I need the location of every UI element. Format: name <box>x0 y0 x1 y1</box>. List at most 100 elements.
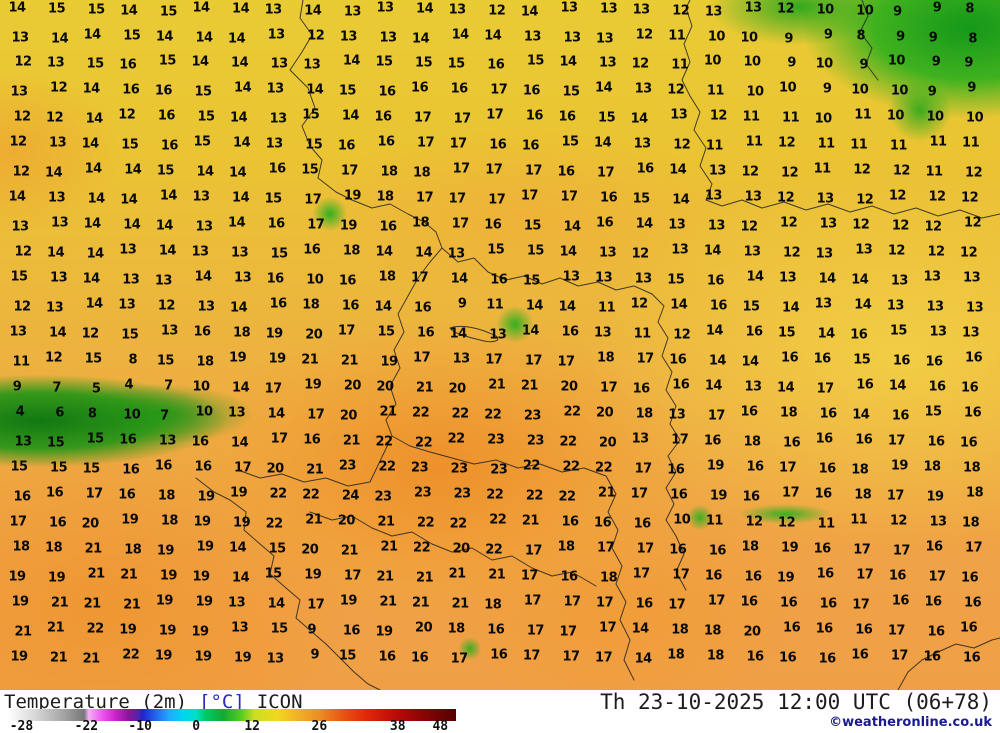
temp-value: 13 <box>744 0 762 16</box>
temp-value: 15 <box>487 242 505 258</box>
temp-value: 13 <box>890 273 909 289</box>
temp-value: 13 <box>600 1 618 17</box>
temp-value: 20 <box>448 381 467 397</box>
temp-value: 15 <box>197 109 215 125</box>
temp-value: 14 <box>341 108 360 124</box>
temp-value: 13 <box>929 514 947 530</box>
temp-value: 17 <box>816 381 835 397</box>
temp-value: 22 <box>122 647 140 663</box>
temp-value: 17 <box>563 594 581 610</box>
temp-value: 19 <box>709 488 728 504</box>
temp-value: 13 <box>270 56 289 72</box>
temp-value: 13 <box>49 135 67 151</box>
temp-value: 13 <box>634 271 653 287</box>
temp-value: 14 <box>191 54 209 70</box>
temp-value: 16 <box>414 300 432 316</box>
temp-value: 13 <box>966 300 984 316</box>
temp-value: 17 <box>9 514 27 530</box>
temp-value: 12 <box>889 513 908 529</box>
temp-value: 16 <box>963 650 981 666</box>
temp-value: 12 <box>891 218 910 234</box>
temp-value: 16 <box>928 379 946 395</box>
temp-value: 16 <box>49 515 67 531</box>
temp-value: 18 <box>923 459 941 475</box>
temp-value: 19 <box>229 350 247 366</box>
temp-value: 19 <box>8 569 26 585</box>
temp-value: 13 <box>197 299 215 315</box>
temp-value: 14 <box>708 353 727 369</box>
temp-value: 19 <box>380 354 398 370</box>
temp-value: 22 <box>525 488 544 504</box>
temp-value: 11 <box>671 57 689 73</box>
border-line <box>237 435 393 487</box>
temp-value: 16 <box>745 324 763 340</box>
temp-value: 22 <box>484 407 502 423</box>
temp-value: 14 <box>228 215 246 231</box>
temp-value: 13 <box>815 246 834 262</box>
temp-value: 21 <box>306 462 324 478</box>
temp-value: 21 <box>376 569 394 585</box>
temp-value: 15 <box>270 246 289 262</box>
temp-value: 21 <box>87 566 106 582</box>
temp-value: 17 <box>632 566 651 582</box>
temp-value: 16 <box>746 649 764 665</box>
temp-value: 13 <box>929 324 947 340</box>
temp-value: 12 <box>9 134 27 150</box>
temp-value: 15 <box>268 541 287 557</box>
scale-tick-label: -10 <box>128 719 152 733</box>
temp-value: 5 <box>91 381 101 397</box>
temp-value: 16 <box>119 432 137 448</box>
temp-value: 14 <box>672 192 690 208</box>
border-line <box>897 637 1000 690</box>
temp-value: 16 <box>157 108 176 124</box>
border-line <box>309 511 597 587</box>
temp-value: 18 <box>780 405 798 421</box>
temp-value: 18 <box>413 165 431 181</box>
temp-value: 21 <box>416 570 434 586</box>
temp-value: 14 <box>449 326 468 342</box>
temp-value: 17 <box>449 136 468 152</box>
temp-value: 14 <box>87 191 106 207</box>
temp-value: 17 <box>452 161 471 177</box>
copyright: ©weatheronline.co.uk <box>829 715 992 730</box>
temp-value: 14 <box>51 31 69 47</box>
temp-value: 17 <box>636 541 655 557</box>
temp-value: 16 <box>160 138 179 154</box>
temp-value: 16 <box>814 486 833 502</box>
temp-value: 20 <box>339 408 358 424</box>
temp-value: 4 <box>124 377 134 393</box>
temp-value: 21 <box>488 567 506 583</box>
temp-value: 12 <box>673 137 691 153</box>
temp-value: 19 <box>230 485 248 501</box>
temp-value: 16 <box>892 353 911 369</box>
temp-value: 22 <box>486 487 504 503</box>
temp-value: 19 <box>339 218 358 234</box>
temperature-field <box>0 0 1000 690</box>
temp-value: 13 <box>962 325 980 341</box>
temp-value: 18 <box>597 350 615 366</box>
temp-value: 15 <box>305 137 323 153</box>
temp-value: 15 <box>742 299 760 315</box>
temp-value: 14 <box>123 217 141 233</box>
temp-value: 16 <box>960 620 978 636</box>
temp-value: 10 <box>966 110 984 126</box>
temp-value: 16 <box>670 487 688 503</box>
temp-value: 22 <box>562 459 580 475</box>
legend-model: ICON <box>256 691 303 713</box>
temp-value: 16 <box>813 541 832 557</box>
temp-value: 14 <box>450 271 469 287</box>
temp-value: 16 <box>709 298 728 314</box>
temp-value: 14 <box>192 0 210 16</box>
temp-value: 17 <box>307 217 325 233</box>
temp-value: 15 <box>82 461 101 477</box>
temp-value: 16 <box>740 404 758 420</box>
temp-value: 13 <box>265 136 284 152</box>
legend-title: Temperature (2m) [°C] ICON <box>4 691 315 713</box>
temp-value: 13 <box>376 0 394 16</box>
temp-value: 9 <box>784 31 793 47</box>
temp-value: 17 <box>557 354 575 370</box>
temp-value: 16 <box>964 405 982 421</box>
temp-value: 21 <box>416 380 434 396</box>
temp-value: 16 <box>708 543 727 559</box>
temp-value: 14 <box>484 28 502 44</box>
